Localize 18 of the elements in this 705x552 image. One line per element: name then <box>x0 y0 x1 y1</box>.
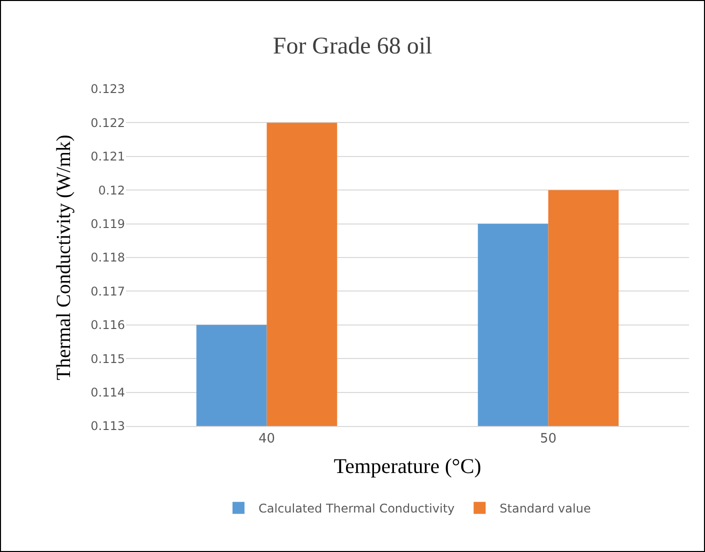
legend-label: Calculated Thermal Conductivity <box>258 502 455 516</box>
y-tick-label: 0.115 <box>90 352 125 366</box>
y-tick-label: 0.114 <box>90 386 125 400</box>
y-tick-label: 0.121 <box>90 150 125 164</box>
y-tick-label: 0.122 <box>90 116 125 130</box>
x-tick-label: 40 <box>258 432 276 447</box>
y-tick-label: 0.119 <box>90 217 125 231</box>
y-tick-label: 0.113 <box>90 419 125 434</box>
y-tick-label: 0.123 <box>90 82 125 96</box>
y-tick-label: 0.12 <box>98 183 125 198</box>
x-axis-title: Temperature (°C) <box>334 454 482 478</box>
chart-title: For Grade 68 oil <box>272 34 432 60</box>
legend-label: Standard value <box>500 502 591 516</box>
y-tick-label: 0.118 <box>90 250 125 265</box>
y-tick-label: 0.116 <box>90 318 125 332</box>
y-axis-title: Thermal Conductivity (W/mk) <box>53 134 76 380</box>
y-tick-label: 0.117 <box>90 284 125 298</box>
x-tick-label: 50 <box>540 432 557 447</box>
